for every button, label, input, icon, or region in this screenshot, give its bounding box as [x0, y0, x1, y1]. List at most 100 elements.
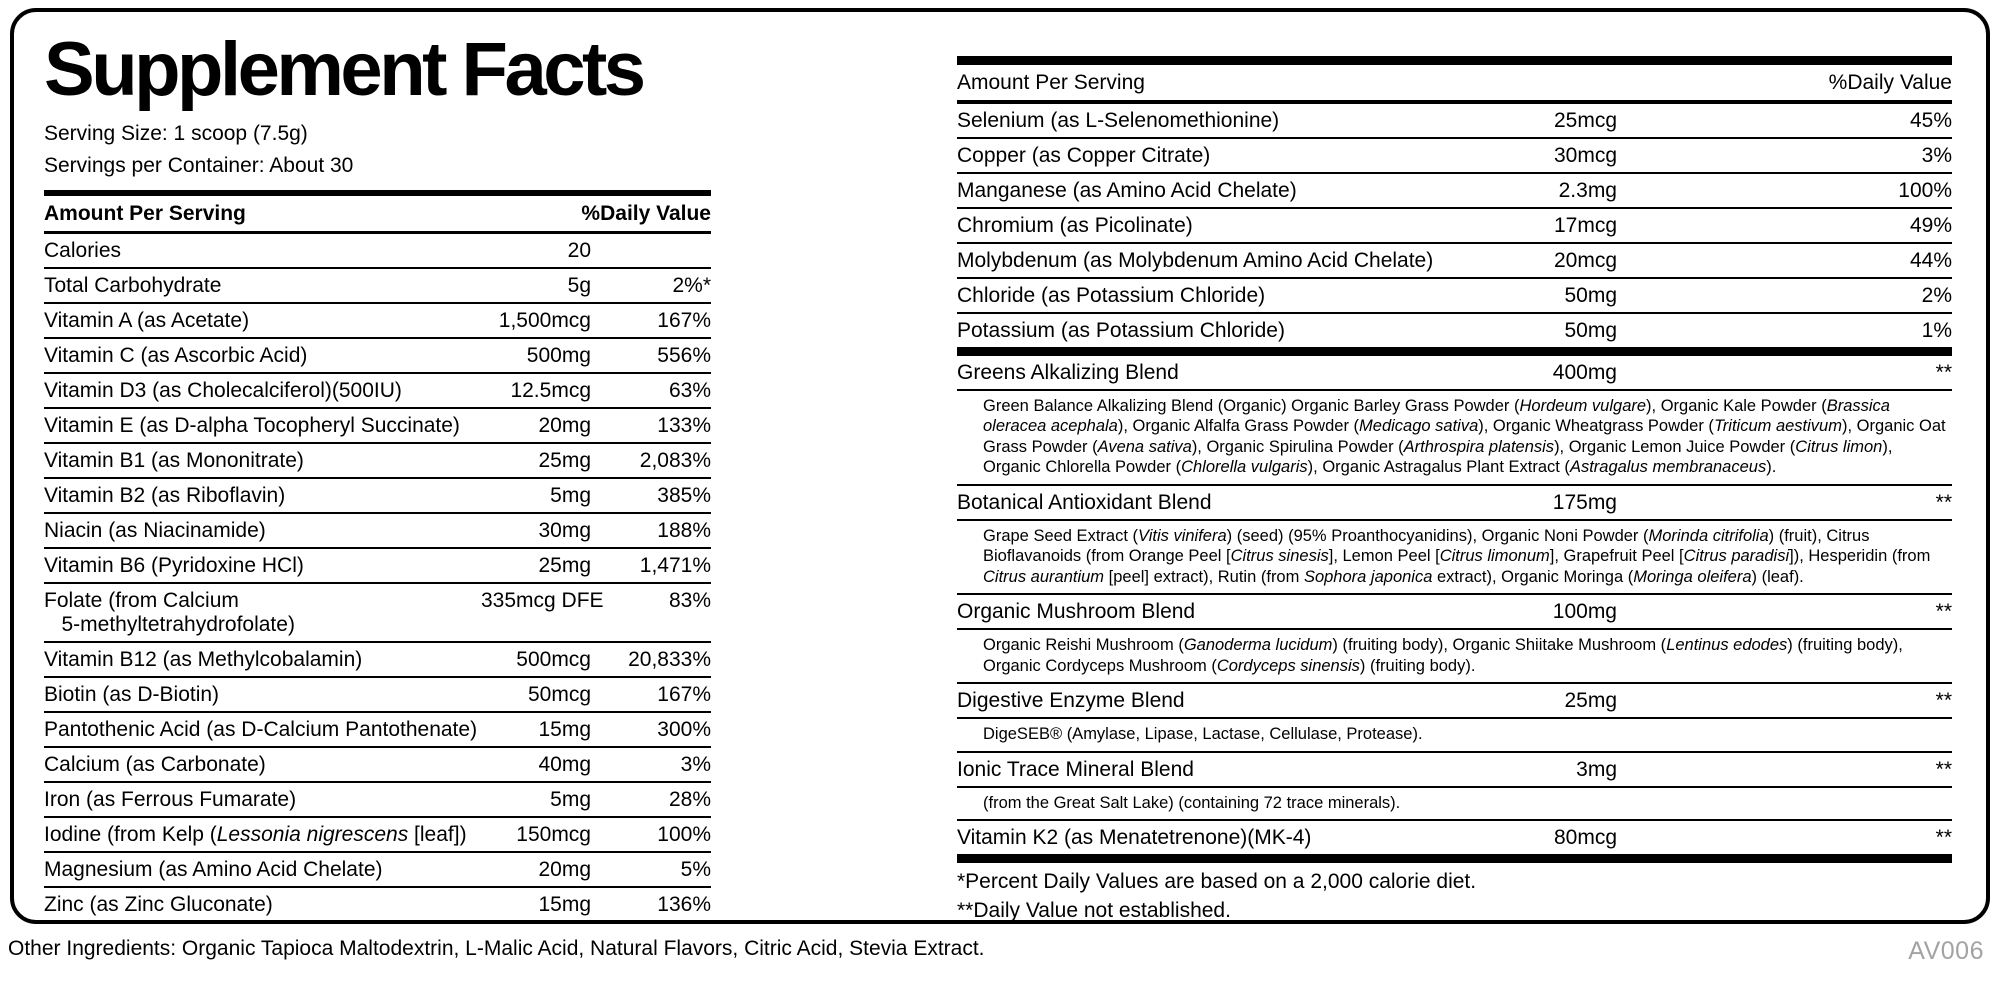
blend-group: Organic Mushroom Blend 100mg ** Organic … [957, 593, 1952, 682]
nutrient-row: Manganese (as Amino Acid Chelate) 2.3mg … [957, 172, 1952, 207]
nutrient-name: Chromium (as Picolinate) [957, 214, 1193, 237]
blend-name: Organic Mushroom Blend [957, 600, 1196, 624]
nutrient-daily-value: 3% [680, 753, 711, 776]
nutrient-name: Molybdenum (as Molybdenum Amino Acid Che… [957, 249, 1434, 272]
nutrient-name: Vitamin B1 (as Mononitrate) [44, 449, 304, 472]
nutrient-row: Calories 20 [44, 234, 711, 267]
nutrient-daily-value: 1,471% [639, 554, 711, 577]
nutrient-daily-value: 5% [680, 858, 711, 881]
nutrient-row: Vitamin B1 (as Mononitrate) 25mg 2,083% [44, 442, 711, 477]
blend-group: Greens Alkalizing Blend 400mg ** Green B… [957, 356, 1952, 484]
blend-daily-value: ** [1935, 361, 1952, 384]
nutrient-daily-value: 167% [657, 683, 711, 706]
blend-ingredients: Grape Seed Extract (Vitis vinifera) (see… [957, 518, 1952, 593]
nutrient-row: Molybdenum (as Molybdenum Amino Acid Che… [957, 242, 1952, 277]
blend-group: Botanical Antioxidant Blend 175mg ** Gra… [957, 483, 1952, 593]
nutrient-row: Vitamin B12 (as Methylcobalamin) 500mcg … [44, 641, 711, 676]
nutrient-amount: 50mg [1564, 284, 1617, 307]
nutrient-amount: 1,500mcg [498, 309, 591, 332]
left-column-header: Amount Per Serving %Daily Value [44, 190, 711, 234]
blend-row: Digestive Enzyme Blend 25mg ** [957, 684, 1952, 717]
nutrient-amount: 25mcg [1553, 109, 1617, 132]
blend-ingredients: Organic Reishi Mushroom (Ganoderma lucid… [957, 628, 1952, 682]
nutrient-amount: 25mg [538, 449, 591, 472]
supplement-facts-title: Supplement Facts [44, 27, 646, 112]
nutrient-row: Vitamin B6 (Pyridoxine HCl) 25mg 1,471% [44, 547, 711, 582]
blend-amount: 25mg [1564, 689, 1617, 713]
blend-row: Vitamin K2 (as Menatetrenone)(MK-4) 80mc… [957, 821, 1952, 854]
nutrient-row: Vitamin C (as Ascorbic Acid) 500mg 556% [44, 337, 711, 372]
blend-amount: 80mcg [1553, 825, 1617, 849]
blend-row: Organic Mushroom Blend 100mg ** [957, 595, 1952, 628]
nutrient-name: Zinc (as Zinc Gluconate) [44, 893, 273, 916]
nutrient-amount: 20 [567, 239, 591, 262]
nutrient-name: Niacin (as Niacinamide) [44, 519, 266, 542]
nutrient-row: Iron (as Ferrous Fumarate) 5mg 28% [44, 781, 711, 816]
nutrient-amount: 20mg [538, 414, 591, 437]
nutrient-daily-value: 300% [657, 718, 711, 741]
nutrient-daily-value: 49% [1909, 214, 1952, 237]
nutrient-row: Pantothenic Acid (as D-Calcium Pantothen… [44, 711, 711, 746]
nutrient-amount: 5mg [550, 788, 591, 811]
blend-daily-value: ** [1935, 689, 1952, 713]
nutrient-amount: 40mg [538, 753, 591, 776]
right-column: Amount Per Serving %Daily Value Selenium… [957, 32, 1952, 923]
amount-per-serving-header: Amount Per Serving [957, 71, 1145, 94]
footnotes: *Percent Daily Values are based on a 2,0… [957, 863, 1952, 923]
nutrient-amount: 20mg [538, 858, 591, 881]
nutrient-amount: 5mg [550, 484, 591, 507]
nutrient-amount: 30mcg [1553, 144, 1617, 167]
nutrient-row: Vitamin B2 (as Riboflavin) 5mg 385% [44, 477, 711, 512]
nutrient-amount: 500mg [526, 344, 591, 367]
nutrient-amount: 2.3mg [1558, 179, 1617, 202]
footnote: **Daily Value not established. [957, 898, 1231, 922]
blend-amount: 100mg [1552, 600, 1617, 624]
nutrient-daily-value: 556% [657, 344, 711, 367]
servings-per-container: Servings per Container: About 30 [44, 154, 354, 177]
nutrient-amount: 50mg [1564, 319, 1617, 342]
nutrient-row: Vitamin E (as D-alpha Tocopheryl Succina… [44, 407, 711, 442]
nutrient-daily-value: 63% [668, 379, 711, 402]
blend-daily-value: ** [1935, 600, 1952, 624]
nutrient-row: Biotin (as D-Biotin) 50mcg 167% [44, 676, 711, 711]
nutrient-row: Iodine (from Kelp (Lessonia nigrescens [… [44, 816, 711, 851]
blend-amount: 400mg [1552, 361, 1617, 384]
blend-group: Ionic Trace Mineral Blend 3mg ** (from t… [957, 750, 1952, 819]
nutrient-row: Copper (as Copper Citrate) 30mcg 3% [957, 137, 1952, 172]
nutrient-daily-value: 2%* [672, 274, 711, 297]
nutrient-name: Selenium (as L-Selenomethionine) [957, 109, 1280, 132]
nutrient-row: Vitamin D3 (as Cholecalciferol)(500IU) 1… [44, 372, 711, 407]
daily-value-header: %Daily Value [581, 202, 711, 225]
blend-row: Greens Alkalizing Blend 400mg ** [957, 356, 1952, 389]
nutrient-row: Chloride (as Potassium Chloride) 50mg 2% [957, 277, 1952, 312]
blend-name: Greens Alkalizing Blend [957, 361, 1179, 384]
nutrient-name: Magnesium (as Amino Acid Chelate) [44, 858, 383, 881]
nutrient-amount: 335mcg DFE [481, 589, 604, 612]
bottom-row: Other Ingredients: Organic Tapioca Malto… [0, 924, 2000, 966]
nutrient-daily-value: 3% [1921, 144, 1952, 167]
daily-value-header: %Daily Value [1828, 71, 1952, 94]
nutrient-name: Vitamin D3 (as Cholecalciferol)(500IU) [44, 379, 402, 402]
nutrient-row: Vitamin A (as Acetate) 1,500mcg 167% [44, 302, 711, 337]
serving-size: Serving Size: 1 scoop (7.5g) [44, 122, 308, 145]
divider-bar-middle [957, 347, 1952, 356]
nutrient-row: Calcium (as Carbonate) 40mg 3% [44, 746, 711, 781]
blend-row: Ionic Trace Mineral Blend 3mg ** [957, 753, 1952, 786]
nutrient-amount: 25mg [538, 554, 591, 577]
nutrient-name: Copper (as Copper Citrate) [957, 144, 1211, 167]
nutrient-daily-value: 83% [668, 589, 711, 612]
nutrient-name: Vitamin B6 (Pyridoxine HCl) [44, 554, 304, 577]
nutrient-daily-value: 44% [1909, 249, 1952, 272]
nutrient-amount: 30mg [538, 519, 591, 542]
nutrient-row: Zinc (as Zinc Gluconate) 15mg 136% [44, 886, 711, 921]
divider-bar-bottom [957, 853, 1952, 863]
blend-name: Digestive Enzyme Blend [957, 689, 1185, 713]
blend-name: Ionic Trace Mineral Blend [957, 757, 1194, 781]
blend-amount: 3mg [1576, 757, 1617, 781]
nutrient-name: Calories [44, 239, 122, 262]
nutrient-name: Pantothenic Acid (as D-Calcium Pantothen… [44, 718, 478, 741]
nutrient-name: Calcium (as Carbonate) [44, 753, 266, 776]
right-nutrient-table: Selenium (as L-Selenomethionine) 25mcg 4… [957, 104, 1952, 347]
divider-bar-top [957, 56, 1952, 65]
nutrient-daily-value: 20,833% [628, 648, 711, 671]
